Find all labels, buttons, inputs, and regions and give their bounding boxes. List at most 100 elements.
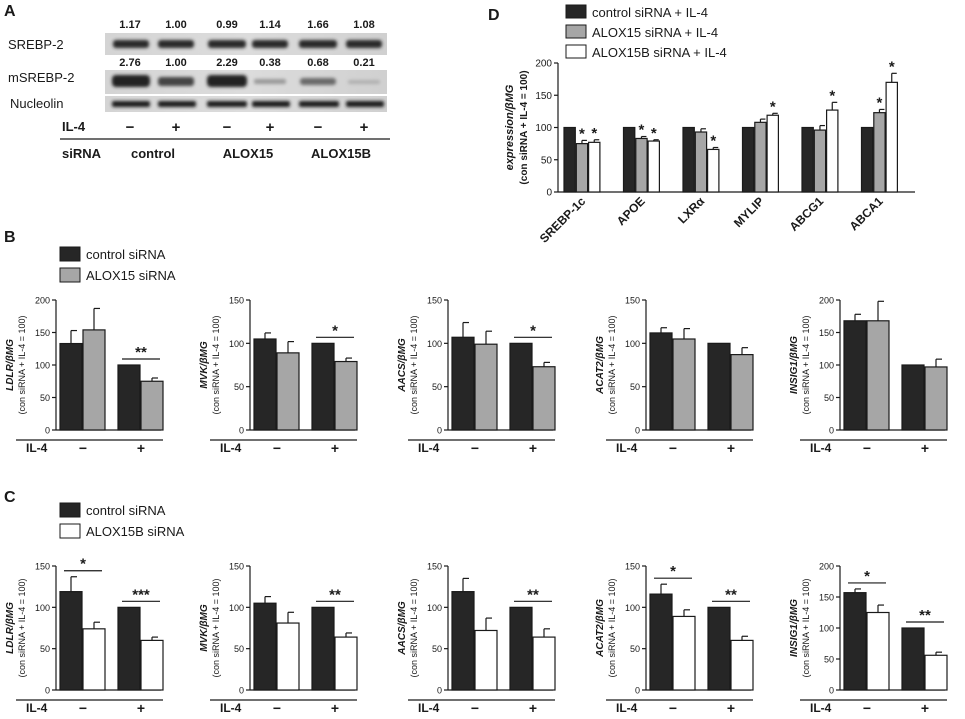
x-tick-label: APOE [614,194,648,228]
chart-c1-ldlr: 0 50 100 150 LDLR/βMG (con siRNA + IL-4 = 100… [5,556,164,716]
bar [707,342,731,431]
panel-a-group-control: control [131,146,175,161]
msrebp2-density-3: 2.29 [216,57,237,69]
srebp2-band-2 [158,40,194,48]
significance-star: * [829,87,835,104]
bar [334,636,358,691]
il4-sign: − [273,700,281,716]
il4-label: IL-4 [418,701,440,715]
srebp2-density-6: 1.08 [353,19,374,31]
srebp2-band-4 [252,40,288,48]
y-tick-label: 0 [437,686,442,696]
significance-star: * [651,125,657,142]
significance-label: * [864,568,870,585]
y-axis-label-normalization: (con siRNA + IL-4 = 100) [801,315,811,414]
msrebp2-density-6: 0.21 [353,57,374,69]
bar [117,606,141,691]
bar [707,606,731,691]
y-tick-label: 150 [625,562,640,572]
y-tick-label: 200 [819,296,834,306]
bar [532,636,556,691]
y-axis-label-gene: ACAT2/βMG [595,599,606,658]
bar [59,342,83,431]
legend-d-swatch-alox15b [565,44,587,59]
il4-sign: + [137,440,145,456]
bar [509,606,533,691]
panel-label-d: D [488,7,500,24]
y-tick-label: 150 [427,296,442,306]
srebp2-density-1: 1.17 [119,19,140,31]
msrebp2-density-5: 0.68 [307,57,328,69]
y-tick-label: 50 [824,655,834,665]
srebp2-density-3: 0.99 [216,19,237,31]
bar [59,591,83,691]
y-tick-label: 50 [630,382,640,392]
legend-d-swatch-alox15 [565,24,587,39]
x-tick-label: MYLIP [731,194,767,230]
panel-a-il4-sign-1: − [126,119,135,136]
legend-b-swatch-alox15 [59,267,81,283]
legend-d-label-alox15: ALOX15 siRNA + IL-4 [592,25,718,40]
legend-c-swatch-alox15b [59,523,81,539]
y-tick-label: 200 [35,296,50,306]
y-axis-label-normalization: (con siRNA + IL-4 = 100) [17,578,27,677]
bar [924,366,948,431]
y-axis-label-gene: LDLR/βMG [5,602,16,654]
y-tick-label: 100 [35,361,50,371]
panel-a-il4-sign-5: − [314,119,323,136]
bar [730,639,754,691]
msrebp2-density-2: 1.00 [165,57,186,69]
bar [649,593,673,691]
bar [253,602,277,691]
chart-c4-acat2: 0 50 100 150 ACAT2/βMG (con siRNA + IL-4 = 10… [595,562,754,716]
x-tick-label: ABCG1 [787,194,827,234]
legend-c-label-alox15b: ALOX15B siRNA [86,524,185,539]
bar [622,126,636,193]
chart-d: 0 50 100 150 200 expression/βMG (con siRNA + I… [504,58,915,246]
y-axis-label-gene: ACAT2/βMG [595,336,606,395]
panel-a-sirna-label: siRNA [62,146,102,161]
bar [140,380,164,431]
y-axis-label-normalization: (con siRNA + IL-4 = 100) [211,315,221,414]
bar [82,628,106,691]
bar [694,131,708,193]
bar [924,654,948,691]
msrebp2-band-5 [300,78,336,85]
significance-star: * [579,125,585,142]
y-tick-label: 0 [239,686,244,696]
il4-sign: + [727,440,735,456]
significance-star: * [710,132,716,149]
il4-sign: + [529,440,537,456]
y-tick-label: 150 [35,328,50,338]
il4-sign: + [529,700,537,716]
nucleolin-band-1 [112,101,150,107]
srebp2-band-3 [208,40,246,48]
panel-label-b: B [4,229,16,246]
panel-label-c: C [4,489,16,506]
bar [117,364,141,431]
msrebp2-row-label: mSREBP-2 [8,70,74,85]
y-axis-label-gene: MVK/βMG [199,604,210,652]
y-tick-label: 100 [229,339,244,349]
bar [766,114,779,193]
nucleolin-band-2 [158,101,196,107]
legend-d-label-control: control siRNA + IL-4 [592,5,708,20]
panel-d-legend: control siRNA + IL-4 ALOX15 siRNA + IL-4… [565,4,727,60]
y-tick-label: 100 [427,603,442,613]
bar [140,639,164,691]
y-axis-label-normalization: (con siRNA + IL-4 = 100) [801,578,811,677]
msrebp2-density-4: 0.38 [259,57,280,69]
y-tick-label: 50 [432,644,442,654]
il4-label: IL-4 [810,441,832,455]
il4-label: IL-4 [616,441,638,455]
y-tick-label: 0 [45,426,50,436]
y-tick-label: 0 [635,426,640,436]
msrebp2-density-1: 2.76 [119,57,140,69]
y-tick-label: 100 [535,123,552,134]
significance-label: ** [135,344,147,361]
y-axis-label-normalization: (con siRNA + IL-4 = 100) [409,578,419,677]
bar [649,332,673,431]
bar [866,320,890,431]
chart-b3-aacs: 0 50 100 150 AACS/βMG (con siRNA + IL-4 = 100… [397,296,556,456]
il4-sign: − [79,440,87,456]
